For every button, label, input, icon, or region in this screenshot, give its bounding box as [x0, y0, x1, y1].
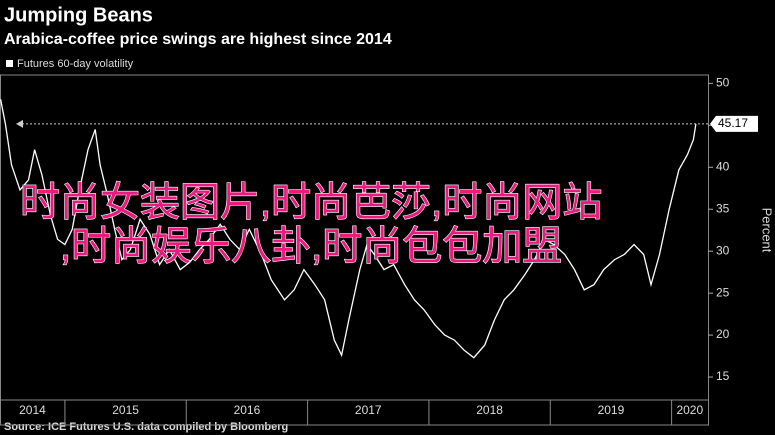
x-tick-label: 2020	[676, 403, 703, 417]
x-tick-label: 2016	[234, 403, 261, 417]
y-tick-label: 30	[716, 243, 730, 257]
chart-title: Jumping Beans	[4, 4, 153, 26]
x-tick-label: 2017	[355, 403, 382, 417]
x-tick-label: 2018	[476, 403, 503, 417]
line	[0, 99, 697, 359]
y-tick-label: 15	[716, 369, 730, 383]
y-tick-label: 40	[716, 159, 730, 173]
source: Source: ICE Futures U.S. data compiled b…	[4, 421, 288, 433]
overlay-text: ,时尚娱乐八卦,时尚包包加盟	[60, 225, 562, 269]
y-tick-label: 25	[716, 285, 730, 299]
last-value-box	[710, 115, 758, 132]
y-axis-label: Percent	[760, 208, 775, 253]
reference-arrow	[16, 119, 23, 128]
y-tick-label: 35	[716, 201, 730, 215]
y-tick-label: 20	[716, 327, 730, 341]
legend-swatch	[6, 60, 13, 67]
x-tick-label: 2014	[19, 403, 46, 417]
y-tick-label: 50	[716, 76, 730, 90]
last-value-label: 45.17	[718, 116, 748, 130]
plot-frame	[0, 74, 709, 426]
x-tick-label: 2019	[598, 403, 625, 417]
x-tick-label: 2015	[112, 403, 139, 417]
chart-subtitle: Arabica-coffee price swings are highest …	[4, 31, 392, 48]
legend-label: Futures 60-day volatility	[17, 58, 134, 70]
overlay-text: 时尚女装图片,时尚芭莎,时尚网站	[20, 181, 602, 225]
